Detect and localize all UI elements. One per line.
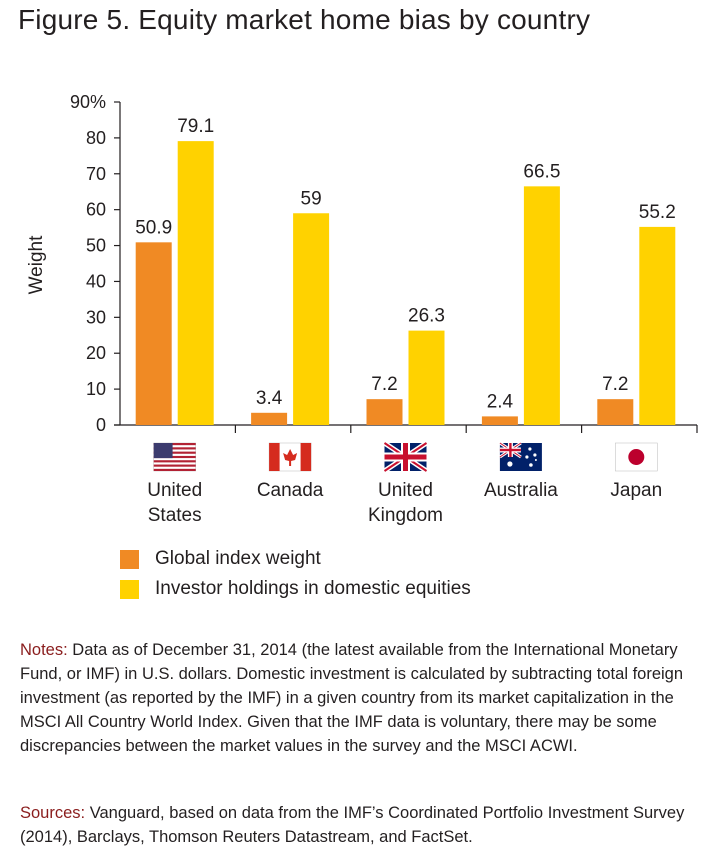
y-tick-label: 80 — [86, 128, 106, 148]
chart-title: Figure 5. Equity market home bias by cou… — [18, 4, 591, 35]
australia-flag-icon — [499, 441, 542, 471]
notes-label: Notes: — [20, 641, 68, 659]
data-label: 55.2 — [639, 202, 676, 223]
legend-item-global-index: Global index weight — [120, 548, 321, 570]
bar-global-index — [135, 242, 172, 425]
y-tick-label: 30 — [86, 307, 106, 327]
data-label: 59 — [301, 188, 322, 209]
bar-global-index — [481, 416, 518, 425]
y-tick-label: 10 — [86, 379, 106, 399]
y-tick-label: 50 — [86, 236, 106, 256]
y-tick-label: 90% — [70, 92, 106, 112]
uk-flag-icon — [383, 440, 428, 474]
sources-label: Sources: — [20, 804, 86, 822]
x-tick-label: Kingdom — [368, 505, 443, 526]
notes-paragraph: Notes: Data as of December 31, 2014 (the… — [20, 638, 700, 758]
data-label: 2.4 — [487, 391, 514, 412]
bar-domestic-holdings — [639, 226, 676, 425]
bar-domestic-holdings — [177, 141, 214, 425]
bar-global-index — [251, 412, 288, 425]
x-tick-label: Canada — [257, 480, 324, 501]
x-tick-label: United — [378, 480, 433, 501]
legend-swatch-global-index — [120, 549, 139, 569]
y-axis-label: Weight — [26, 235, 47, 295]
bar-global-index — [597, 399, 634, 425]
x-tick-label: Japan — [610, 480, 662, 501]
notes-text: Data as of December 31, 2014 (the latest… — [20, 641, 684, 755]
y-tick-label: 40 — [86, 271, 106, 291]
data-label: 3.4 — [256, 388, 283, 409]
data-label: 66.5 — [523, 161, 560, 182]
data-label: 7.2 — [602, 374, 628, 395]
bar-domestic-holdings — [523, 186, 560, 425]
data-label: 7.2 — [371, 374, 397, 395]
data-label: 79.1 — [177, 116, 214, 137]
legend-label-global-index: Global index weight — [155, 548, 321, 569]
x-tick-label: Australia — [484, 480, 558, 501]
us-flag-icon — [153, 442, 196, 472]
bar-domestic-holdings — [293, 213, 330, 425]
sources-paragraph: Sources: Vanguard, based on data from th… — [20, 801, 700, 849]
data-label: 26.3 — [408, 306, 445, 327]
legend-swatch-domestic-holdings — [120, 579, 139, 599]
legend-item-domestic-holdings: Investor holdings in domestic equities — [120, 578, 471, 600]
japan-flag-icon — [615, 442, 658, 472]
x-tick-label: States — [148, 505, 202, 526]
x-tick-label: United — [147, 480, 202, 501]
data-label: 50.9 — [135, 217, 172, 238]
sources-text: Vanguard, based on data from the IMF’s C… — [20, 804, 685, 846]
y-tick-label: 70 — [86, 164, 106, 184]
bar-chart: 0 10 20 30 40 50 60 70 80 90% Weight 50.9 3.4 7.2 2.4 7… — [26, 92, 698, 526]
legend-label-domestic-holdings: Investor holdings in domestic equities — [155, 578, 471, 599]
bar-global-index — [366, 399, 403, 425]
y-tick-label: 0 — [96, 415, 106, 435]
bar-domestic-holdings — [408, 330, 445, 425]
canada-flag-icon — [268, 442, 312, 472]
y-tick-label: 60 — [86, 200, 106, 220]
y-tick-label: 20 — [86, 343, 106, 363]
